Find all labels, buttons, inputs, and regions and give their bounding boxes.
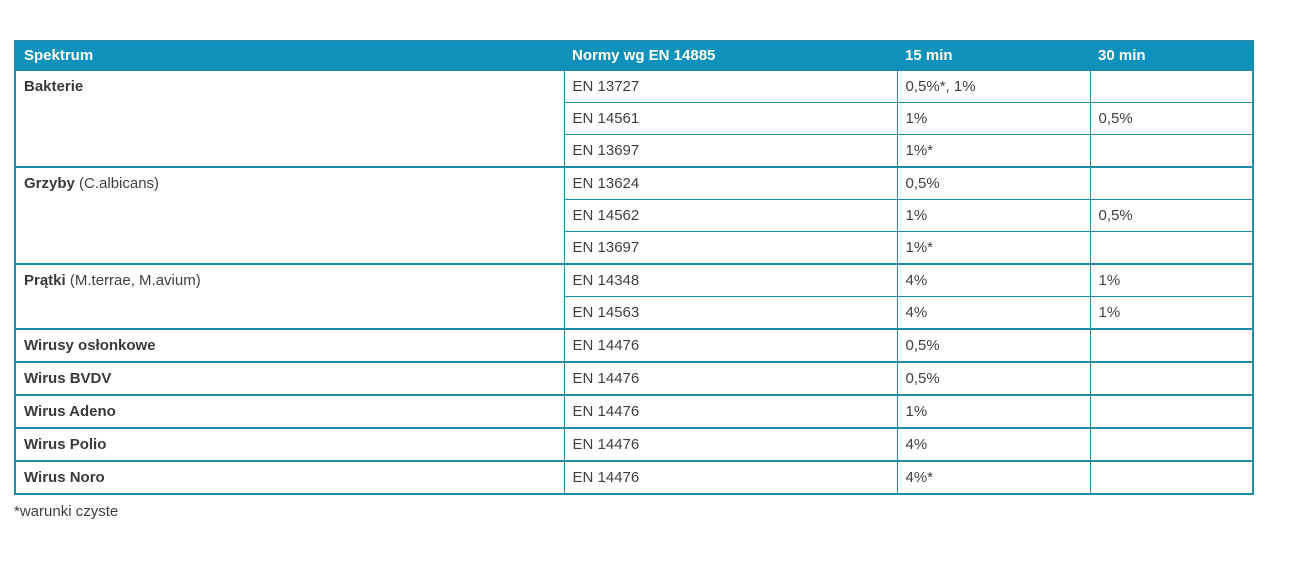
- value-15min-cell: 1%: [896, 394, 1091, 429]
- value-15min-cell: 4%: [896, 296, 1091, 330]
- spectrum-cell: Wirus Adeno: [14, 394, 565, 429]
- norm-cell: EN 14476: [563, 328, 898, 363]
- value-30min-cell: 1%: [1089, 263, 1254, 297]
- norm-cell: EN 13624: [563, 166, 898, 200]
- value-15min-cell: 1%: [896, 199, 1091, 232]
- value-30min-cell: [1089, 69, 1254, 103]
- column-header-30min: 30 min: [1090, 41, 1253, 70]
- table-body: Bakterie EN 13727 0,5%*, 1% EN 14561 1% 0,5% E…: [14, 69, 1254, 495]
- spectrum-name: Wirus BVDV: [24, 370, 112, 387]
- spectrum-name: Wirusy osłonkowe: [24, 337, 156, 354]
- norm-cell: EN 13697: [563, 231, 898, 265]
- norm-cell: EN 14476: [563, 427, 898, 462]
- norm-cell: EN 14476: [563, 460, 898, 495]
- table-row: Wirus BVDV EN 14476 0,5%: [14, 361, 1254, 396]
- spectrum-name: Grzyby: [24, 175, 75, 192]
- table-row: Prątki (M.terrae, M.avium) EN 14348 4% 1%: [14, 263, 1254, 330]
- page: Spektrum Normy wg EN 14885 15 min 30 min…: [0, 40, 1290, 576]
- table-row: EN 13697 1%*: [15, 134, 1254, 168]
- column-header-spektrum: Spektrum: [15, 41, 564, 70]
- value-15min-cell: 4%: [896, 263, 1091, 297]
- table-row: EN 14563 4% 1%: [15, 296, 1254, 330]
- norm-cell: EN 14561: [563, 102, 898, 135]
- value-30min-cell: [1089, 361, 1254, 396]
- value-15min-cell: 1%*: [896, 231, 1091, 265]
- spectrum-cell: Wirus Polio: [14, 427, 565, 462]
- value-30min-cell: 0,5%: [1089, 102, 1254, 135]
- table-row: EN 13697 1%*: [15, 231, 1254, 265]
- table-row: EN 14562 1% 0,5%: [15, 199, 1254, 232]
- value-15min-cell: 0,5%*, 1%: [896, 69, 1091, 103]
- value-30min-cell: [1089, 328, 1254, 363]
- spectrum-cell: Prątki (M.terrae, M.avium): [14, 263, 565, 330]
- value-15min-cell: 4%: [896, 427, 1091, 462]
- spectrum-cell: Wirus BVDV: [14, 361, 565, 396]
- table-row: Wirusy osłonkowe EN 14476 0,5%: [14, 328, 1254, 363]
- value-15min-cell: 4%*: [896, 460, 1091, 495]
- spectrum-name: Wirus Adeno: [24, 403, 116, 420]
- table-row: Wirus Noro EN 14476 4%*: [14, 460, 1254, 495]
- value-30min-cell: [1089, 134, 1254, 168]
- value-15min-cell: 0,5%: [896, 361, 1091, 396]
- spectrum-norms-table: Spektrum Normy wg EN 14885 15 min 30 min…: [14, 40, 1254, 495]
- norm-cell: EN 13727: [563, 69, 898, 103]
- spectrum-cell: Wirus Noro: [14, 460, 565, 495]
- column-header-normy: Normy wg EN 14885: [564, 41, 897, 70]
- value-30min-cell: [1089, 460, 1254, 495]
- footnote: *warunki czyste: [14, 503, 119, 520]
- spectrum-cell: Grzyby (C.albicans): [14, 166, 565, 265]
- norm-cell: EN 14348: [563, 263, 898, 297]
- table-row: Bakterie EN 13727 0,5%*, 1%: [14, 69, 1254, 168]
- column-header-15min: 15 min: [897, 41, 1090, 70]
- spectrum-name: Prątki: [24, 272, 66, 289]
- spectrum-name: Wirus Noro: [24, 469, 105, 486]
- spectrum-detail: (C.albicans): [74, 175, 160, 192]
- value-15min-cell: 1%*: [896, 134, 1091, 168]
- value-15min-cell: 1%: [896, 102, 1091, 135]
- norm-cell: EN 14562: [563, 199, 898, 232]
- spectrum-name: Wirus Polio: [24, 436, 107, 453]
- spectrum-cell: Bakterie: [14, 69, 565, 168]
- norm-cell: EN 13697: [563, 134, 898, 168]
- value-30min-cell: 0,5%: [1089, 199, 1254, 232]
- spectrum-detail: (M.terrae, M.avium): [65, 272, 201, 289]
- table-row: EN 14561 1% 0,5%: [15, 102, 1254, 135]
- norm-cell: EN 14476: [563, 394, 898, 429]
- value-30min-cell: [1089, 394, 1254, 429]
- spectrum-cell: Wirusy osłonkowe: [14, 328, 565, 363]
- value-30min-cell: [1089, 427, 1254, 462]
- value-30min-cell: 1%: [1089, 296, 1254, 330]
- spectrum-name: Bakterie: [24, 78, 84, 95]
- value-15min-cell: 0,5%: [896, 328, 1091, 363]
- table-row: Wirus Polio EN 14476 4%: [14, 427, 1254, 462]
- value-30min-cell: [1089, 166, 1254, 200]
- norm-cell: EN 14476: [563, 361, 898, 396]
- table-row: Wirus Adeno EN 14476 1%: [14, 394, 1254, 429]
- norm-cell: EN 14563: [563, 296, 898, 330]
- table-header-row: Spektrum Normy wg EN 14885 15 min 30 min: [15, 41, 1253, 70]
- value-30min-cell: [1089, 231, 1254, 265]
- value-15min-cell: 0,5%: [896, 166, 1091, 200]
- table-row: Grzyby (C.albicans) EN 13624 0,5%: [14, 166, 1254, 265]
